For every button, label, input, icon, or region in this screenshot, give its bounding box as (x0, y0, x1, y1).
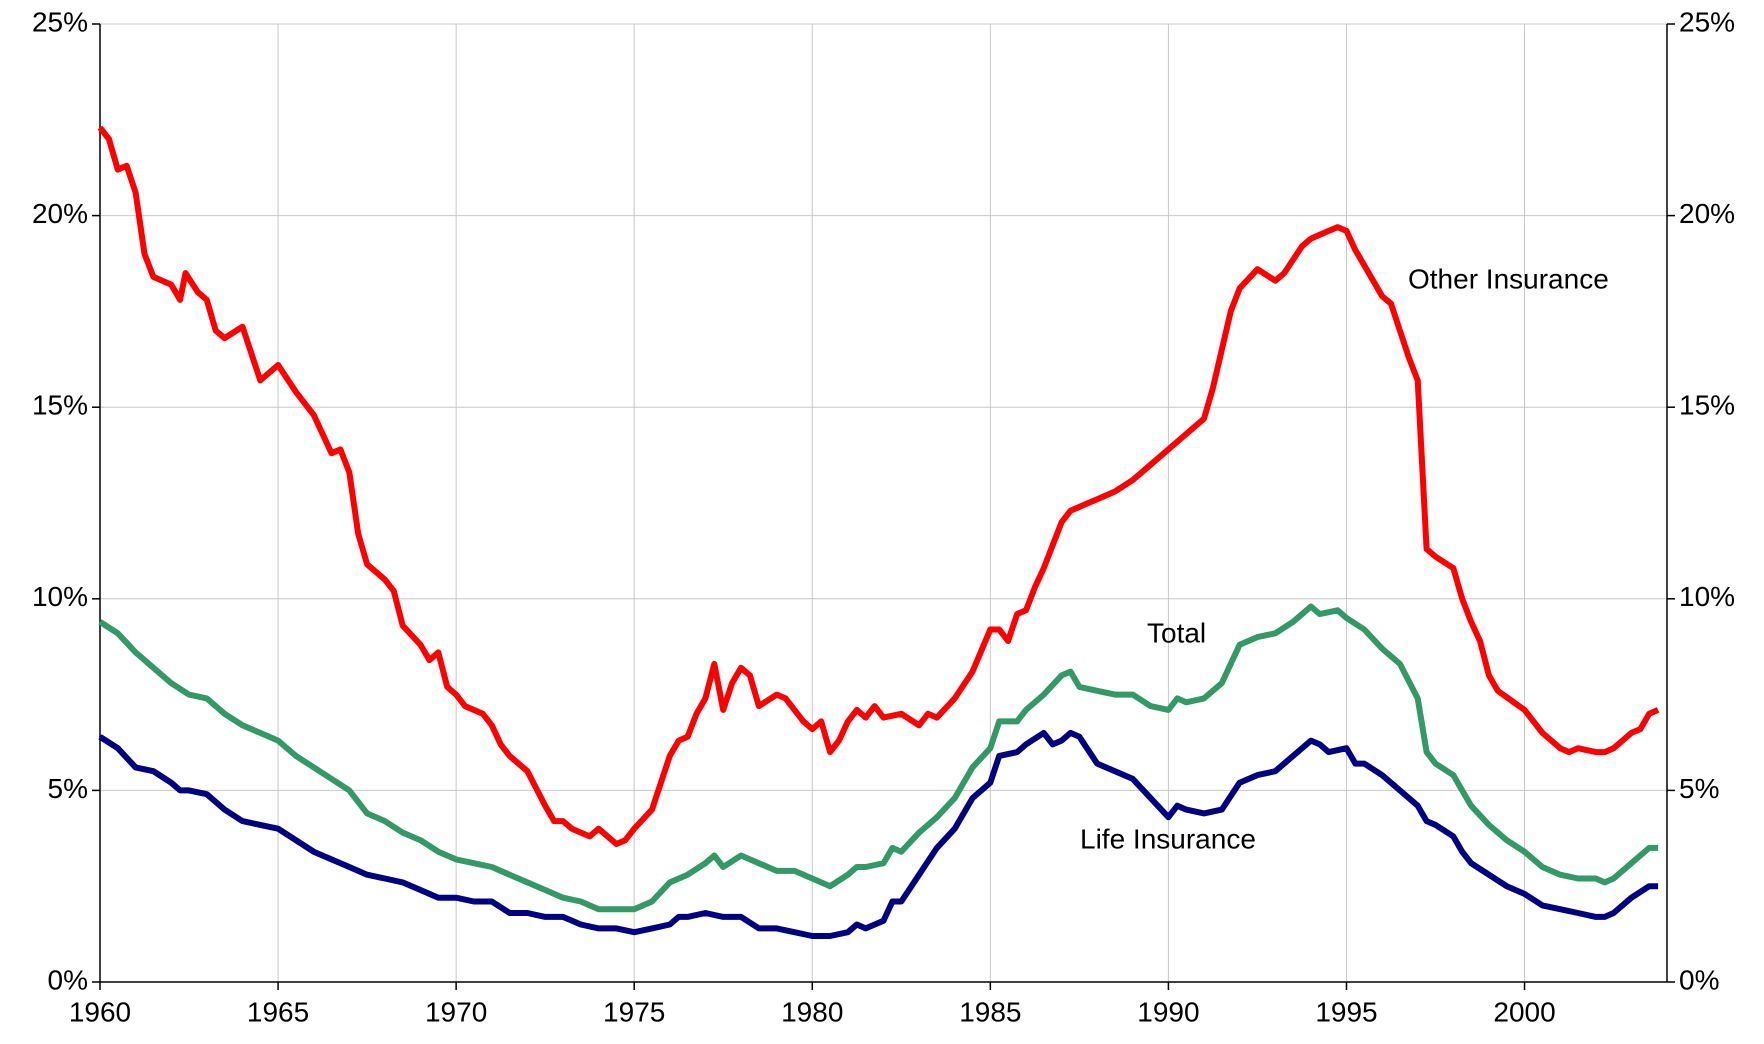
y2-tick-label: 20% (1679, 198, 1735, 229)
y2-tick-label: 15% (1679, 390, 1735, 421)
x-tick-label: 2000 (1493, 996, 1555, 1027)
y-tick-label: 10% (32, 581, 88, 612)
x-tick-label: 1980 (781, 996, 843, 1027)
y-tick-label: 5% (48, 773, 88, 804)
y-tick-label: 0% (48, 964, 88, 995)
y2-tick-label: 0% (1679, 964, 1719, 995)
y2-tick-label: 25% (1679, 6, 1735, 37)
series-label: Total (1147, 617, 1206, 648)
x-tick-label: 1965 (247, 996, 309, 1027)
x-tick-label: 1990 (1137, 996, 1199, 1027)
x-tick-label: 1960 (69, 996, 131, 1027)
y-tick-label: 20% (32, 198, 88, 229)
x-tick-label: 1985 (959, 996, 1021, 1027)
x-tick-label: 1970 (425, 996, 487, 1027)
line-series (98, 729, 1659, 939)
y-tick-label: 15% (32, 390, 88, 421)
y-tick-label: 25% (32, 6, 88, 37)
line-series (98, 603, 1659, 913)
line-series (97, 125, 1660, 847)
series-label: Life Insurance (1080, 823, 1256, 854)
series-label: Other Insurance (1408, 263, 1609, 294)
x-tick-label: 1975 (603, 996, 665, 1027)
y2-tick-label: 5% (1679, 773, 1719, 804)
y2-tick-label: 10% (1679, 581, 1735, 612)
x-tick-label: 1995 (1315, 996, 1377, 1027)
